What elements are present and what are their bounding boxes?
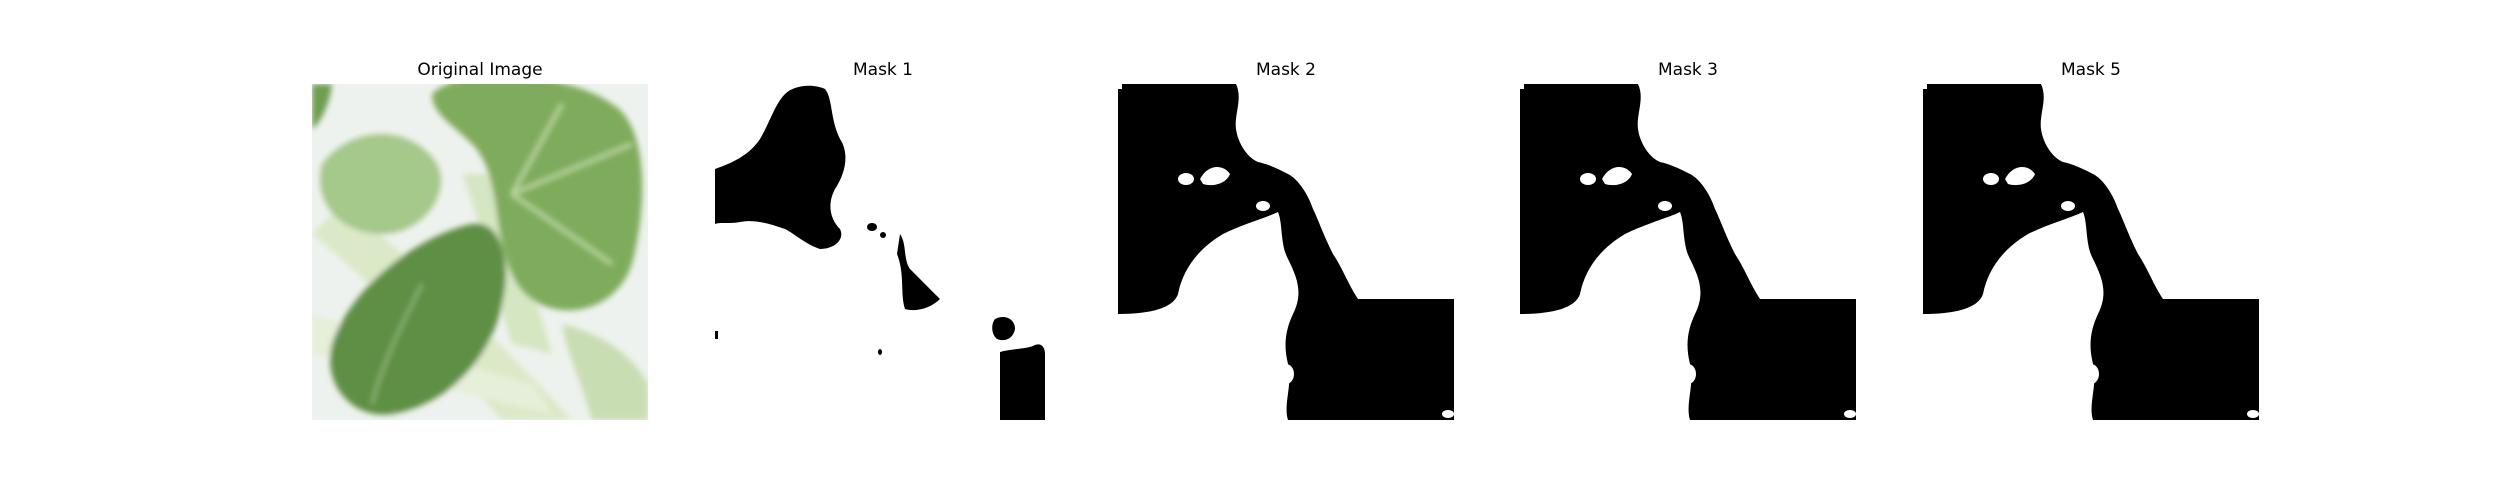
- mask-5-image: [1923, 84, 2259, 420]
- mask-2-image: [1118, 84, 1454, 420]
- panel-mask-5: Mask 5: [1921, 56, 2261, 420]
- mask-1-image: [715, 84, 1051, 420]
- original-image: [312, 84, 648, 420]
- panel-original-image: Original Image: [310, 56, 650, 420]
- panel-mask-1: Mask 1: [713, 56, 1053, 420]
- panel-title: Mask 5: [2060, 60, 2121, 80]
- mask-3-image: [1520, 84, 1856, 420]
- panel-title: Mask 3: [1657, 60, 1718, 80]
- panel-title: Original Image: [417, 60, 543, 80]
- panel-mask-2: Mask 2: [1116, 56, 1456, 420]
- panel-mask-3: Mask 3: [1518, 56, 1858, 420]
- panel-title: Mask 2: [1255, 60, 1316, 80]
- panel-title: Mask 1: [852, 60, 913, 80]
